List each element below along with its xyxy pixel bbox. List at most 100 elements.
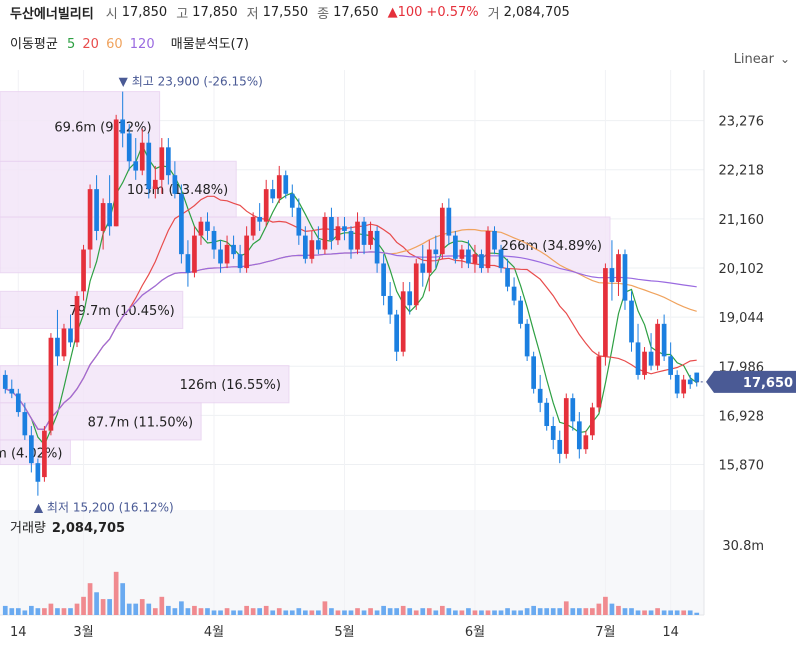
y-tick-label: 21,160 <box>719 213 765 228</box>
candle-body <box>302 235 308 259</box>
candle-body <box>29 435 34 464</box>
volume-bar <box>426 608 432 615</box>
volume-bar <box>681 610 687 615</box>
candle-body <box>563 398 569 454</box>
candle-body <box>113 119 119 227</box>
candle-body <box>479 254 484 269</box>
candle-body <box>179 193 184 255</box>
candle-body <box>61 328 67 357</box>
volume-bar <box>322 601 328 615</box>
x-tick-label: 7월 <box>595 625 615 640</box>
candle-body <box>576 421 582 450</box>
moving-average-legend[interactable]: 이동평균 5 20 60 120 매물분석도(7) <box>10 33 254 52</box>
volume-bar <box>283 610 289 615</box>
candle-body <box>107 203 112 227</box>
low-label: 저 <box>246 6 259 22</box>
volume-bar <box>9 608 15 615</box>
ma20-label: 20 <box>82 37 99 52</box>
candle-body <box>446 207 452 236</box>
volume-bar <box>205 608 210 615</box>
volume-bar <box>263 605 269 615</box>
candle-body <box>316 240 321 250</box>
volume-profile-bar <box>0 439 71 466</box>
volume-bar <box>531 605 537 615</box>
volume-profile-bar <box>0 365 290 404</box>
candle-body <box>550 426 556 440</box>
volume-bar <box>485 610 491 615</box>
candle-body <box>9 388 15 394</box>
volume-total: 2,084,705 <box>51 521 126 536</box>
candle-body <box>616 254 621 283</box>
volume-bar <box>133 603 139 615</box>
volume-bar <box>120 583 126 615</box>
candle-body <box>283 175 289 194</box>
candle-body <box>172 175 178 194</box>
volume-panel-title: 거래량 2,084,705 <box>10 517 125 536</box>
volume-bar <box>289 610 295 615</box>
high-marker: ▼ 최고 23,900 (-26.15%) <box>119 75 263 89</box>
volume-bar <box>355 608 360 615</box>
candle-body <box>126 133 132 162</box>
volume-profile-label[interactable]: 매물분석도(7) <box>170 37 249 52</box>
change-value: ▲100 <box>387 4 423 20</box>
volume-bar <box>616 605 621 615</box>
volume-profile-label: 103m (13.48%) <box>127 183 228 198</box>
volume-bar <box>244 605 249 615</box>
volume-bar <box>198 608 204 615</box>
candle-body <box>681 379 687 394</box>
volume-bar <box>590 608 595 615</box>
candle-body <box>218 249 223 264</box>
candle-body <box>355 221 360 250</box>
candle-body <box>466 249 471 264</box>
volume-bar <box>505 608 510 615</box>
volume-label: 거 <box>487 6 500 22</box>
close-value: 17,650 <box>333 4 379 20</box>
candle-body <box>687 379 693 385</box>
low-marker: ▲ 최저 15,200 (16.12%) <box>34 501 174 515</box>
candle-body <box>87 189 93 250</box>
volume-bar <box>544 608 550 615</box>
close-label: 종 <box>317 6 330 22</box>
open-value: 17,850 <box>121 4 168 20</box>
volume-profile-label: 69.6m (9.12%) <box>54 120 151 135</box>
volume-bar <box>668 610 673 615</box>
candle-body <box>35 463 41 482</box>
volume-bar <box>557 608 563 615</box>
volume-bar <box>374 610 380 615</box>
volume-bar <box>413 610 419 615</box>
candle-body <box>309 240 315 259</box>
candle-body <box>68 328 73 343</box>
scale-selector[interactable]: Linear <box>733 52 774 67</box>
candle-body <box>583 435 589 450</box>
volume-bar <box>35 608 41 615</box>
candle-body <box>387 295 393 315</box>
last-price-tag <box>706 370 796 393</box>
candle-body <box>22 412 28 436</box>
candle-body <box>322 217 328 250</box>
ma120-label: 120 <box>129 37 155 52</box>
candle-body <box>492 230 497 250</box>
x-tick-label: 14 <box>10 625 27 640</box>
volume-bar <box>55 608 60 615</box>
candle-body <box>276 175 282 199</box>
x-tick-label: 5월 <box>334 625 354 640</box>
candle-body <box>453 235 458 259</box>
volume-bar <box>342 610 347 615</box>
candle-body <box>413 263 419 306</box>
candle-body <box>55 337 60 357</box>
volume-bar <box>368 608 373 615</box>
volume-bar <box>100 599 106 615</box>
candle-body <box>237 254 243 269</box>
volume-bar <box>563 601 569 615</box>
candle-body <box>596 356 602 408</box>
high-value: 17,850 <box>192 4 238 20</box>
chevron-down-icon[interactable]: ⌄ <box>779 52 790 66</box>
candle-body <box>648 351 654 366</box>
x-tick-label: 3월 <box>73 625 93 640</box>
volume-bar <box>687 610 693 615</box>
volume-bar <box>309 610 315 615</box>
volume-bar <box>139 599 145 615</box>
volume-bar <box>381 605 386 615</box>
volume-bar <box>635 610 641 615</box>
